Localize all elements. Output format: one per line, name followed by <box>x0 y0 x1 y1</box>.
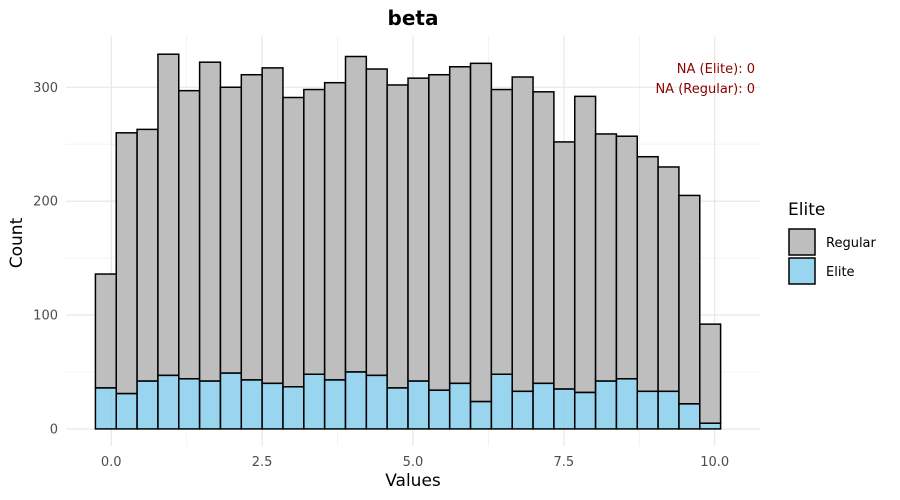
chart-title: beta <box>388 6 439 30</box>
bars <box>94 53 722 430</box>
bar-elite <box>615 378 638 430</box>
bar-elite <box>553 388 576 430</box>
x-tick-label: 7.5 <box>554 455 575 470</box>
bar-elite <box>428 389 451 430</box>
bar-elite <box>94 387 117 430</box>
annotation-na-elite: NA (Elite): 0 <box>677 62 755 77</box>
bar-elite <box>386 387 409 430</box>
x-tick-label: 2.5 <box>252 455 273 470</box>
bar-regular <box>532 91 555 385</box>
bar-elite <box>198 380 222 430</box>
legend-label-regular: Regular <box>826 236 877 251</box>
legend-swatch-regular <box>788 228 816 256</box>
bar-elite <box>469 400 493 430</box>
bar-regular <box>490 88 513 376</box>
bar-regular <box>657 166 680 393</box>
y-axis-title: Count <box>7 217 27 268</box>
annotation-na-regular: NA (Regular): 0 <box>655 82 755 97</box>
bar-regular <box>511 76 534 393</box>
bar-regular <box>157 53 180 377</box>
legend: Elite Regular Elite <box>788 200 877 285</box>
y-tick-label: 200 <box>33 195 58 210</box>
x-tick-label: 0.0 <box>101 455 122 470</box>
y-tick-label: 100 <box>33 309 58 324</box>
bar-regular <box>407 77 430 382</box>
bar-regular <box>678 194 701 405</box>
legend-swatch-elite <box>788 257 816 285</box>
bar-elite <box>678 403 701 430</box>
legend-label-elite: Elite <box>826 265 855 280</box>
bar-regular <box>448 66 472 385</box>
bar-regular <box>219 86 243 374</box>
bar-regular <box>178 89 201 380</box>
bar-elite <box>699 422 722 430</box>
x-axis-title: Values <box>385 471 441 491</box>
bar-elite <box>115 392 138 430</box>
bar-regular <box>136 128 159 382</box>
bar-regular <box>553 141 576 390</box>
bar-regular <box>198 61 222 382</box>
y-tick-label: 0 <box>50 422 58 437</box>
bar-regular <box>303 88 326 376</box>
bar-regular <box>574 95 597 394</box>
bar-elite <box>157 374 180 430</box>
bar-elite <box>261 382 284 430</box>
bar-elite <box>407 380 430 430</box>
bar-elite <box>636 390 659 430</box>
bar-elite <box>511 390 534 430</box>
bar-regular <box>323 81 347 381</box>
bar-elite <box>594 380 618 430</box>
bar-regular <box>594 133 618 382</box>
bar-elite <box>365 374 388 430</box>
bar-elite <box>657 390 680 430</box>
x-tick-label: 5.0 <box>403 455 424 470</box>
bar-regular <box>386 84 409 389</box>
bar-regular <box>699 323 722 424</box>
bar-regular <box>94 273 117 389</box>
bar-elite <box>219 372 243 430</box>
x-axis-ticks: 0.0 2.5 5.0 7.5 10.0 <box>101 455 729 470</box>
bar-elite <box>323 379 347 430</box>
legend-title: Elite <box>788 200 825 220</box>
bar-regular <box>344 55 368 373</box>
bar-elite <box>448 382 472 430</box>
bar-elite <box>574 391 597 430</box>
y-tick-label: 300 <box>33 81 58 96</box>
bar-regular <box>469 62 493 403</box>
bar-elite <box>178 378 201 430</box>
bar-regular <box>615 135 638 380</box>
bar-elite <box>303 373 326 430</box>
y-axis-ticks: 0 100 200 300 <box>33 81 58 438</box>
bar-regular <box>365 68 388 377</box>
bar-regular <box>261 67 284 385</box>
bar-regular <box>240 73 263 381</box>
bar-elite <box>240 379 263 430</box>
bar-regular <box>428 73 451 391</box>
bar-elite <box>532 382 555 430</box>
bar-regular <box>282 96 305 388</box>
x-tick-label: 10.0 <box>700 455 729 470</box>
bar-elite <box>490 373 513 430</box>
bar-elite <box>344 371 368 430</box>
bar-regular <box>636 155 659 393</box>
bar-elite <box>136 380 159 430</box>
bar-regular <box>115 132 138 395</box>
bar-elite <box>282 386 305 430</box>
